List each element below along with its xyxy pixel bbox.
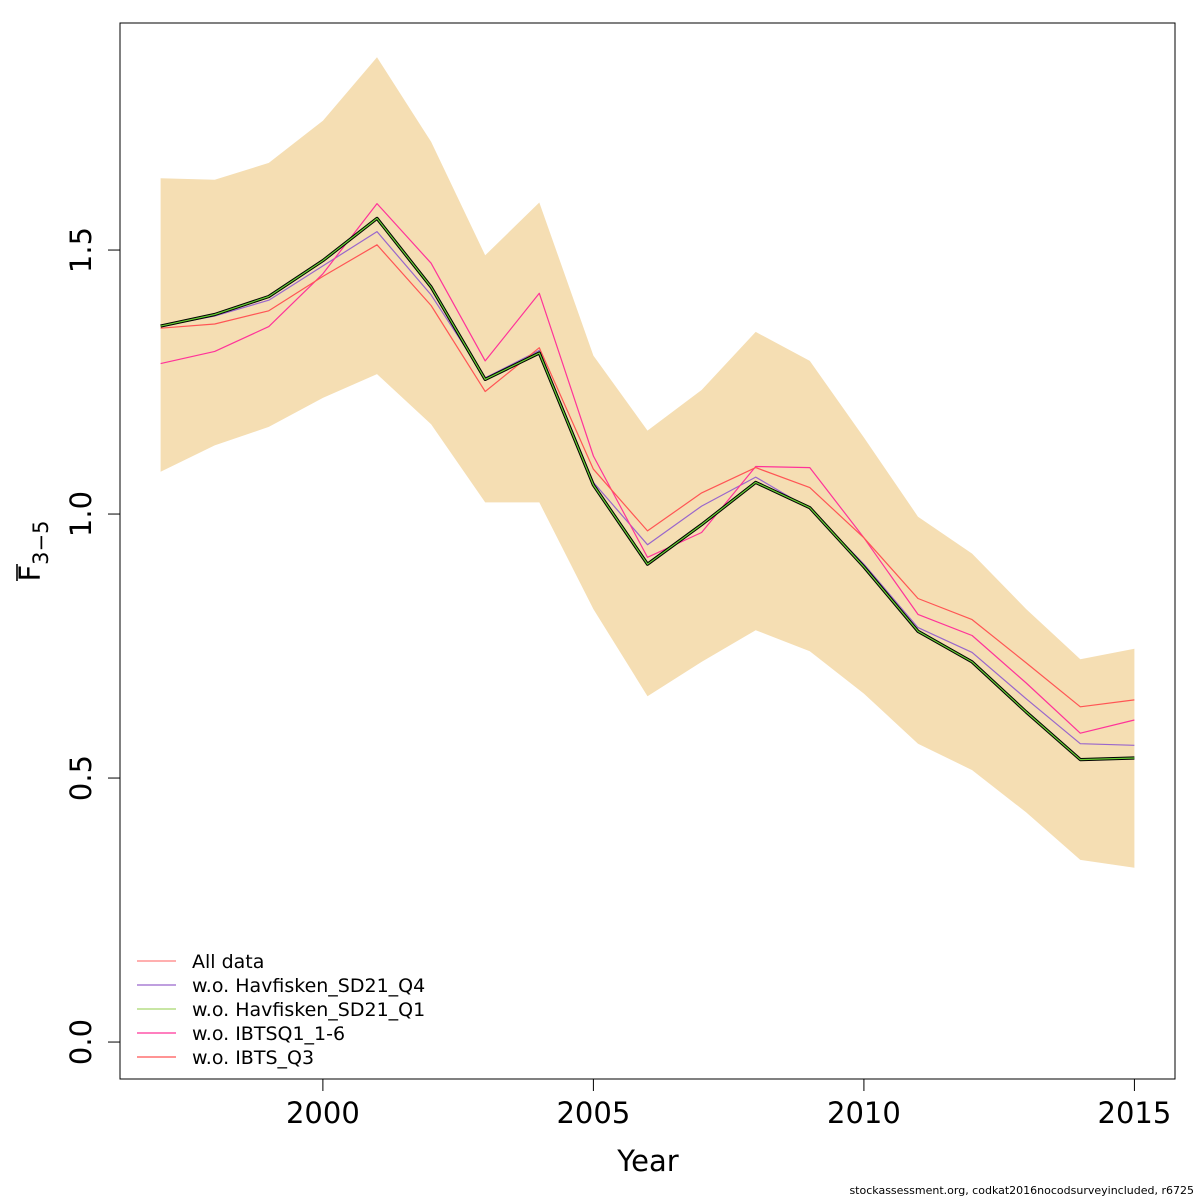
x-tick-label-1: 2005	[556, 1096, 630, 1130]
x-axis: 2000 2005 2010 2015	[286, 1078, 1172, 1130]
y-axis-title: F3−5	[13, 520, 53, 581]
x-axis-title: Year	[616, 1144, 678, 1178]
x-tick-label-0: 2000	[286, 1096, 360, 1130]
series-line-6	[160, 217, 1135, 761]
legend-label-1: w.o. Havfisken_SD21_Q4	[192, 975, 425, 997]
legend-label-3: w.o. IBTSQ1_1-6	[192, 1023, 345, 1045]
legend-label-4: w.o. IBTS_Q3	[192, 1047, 314, 1069]
x-tick-label-3: 2015	[1098, 1096, 1172, 1130]
y-tick-label-1: 0.5	[64, 755, 98, 801]
series-line-3	[160, 203, 1135, 734]
series-line-1	[160, 231, 1135, 746]
y-axis: 0.0 0.5 1.0 1.5	[64, 227, 121, 1065]
y-tick-label-0: 0.0	[64, 1019, 98, 1065]
confidence-band	[160, 57, 1135, 868]
series-line-4	[160, 244, 1135, 708]
y-tick-label-2: 1.0	[64, 491, 98, 537]
x-tick-label-2: 2010	[827, 1096, 901, 1130]
confidence-band-layer	[160, 57, 1135, 868]
legend-label-2: w.o. Havfisken_SD21_Q1	[192, 999, 425, 1021]
svg-text:F3−5: F3−5	[13, 520, 53, 581]
series-layer	[160, 203, 1135, 762]
y-tick-label-3: 1.5	[64, 227, 98, 273]
footer-credit: stockassessment.org, codkat2016nocodsurv…	[849, 1184, 1194, 1197]
legend-label-0: All data	[192, 951, 264, 973]
y-axis-title-sub: 3−5	[29, 520, 53, 564]
y-axis-title-main: F	[13, 565, 47, 582]
